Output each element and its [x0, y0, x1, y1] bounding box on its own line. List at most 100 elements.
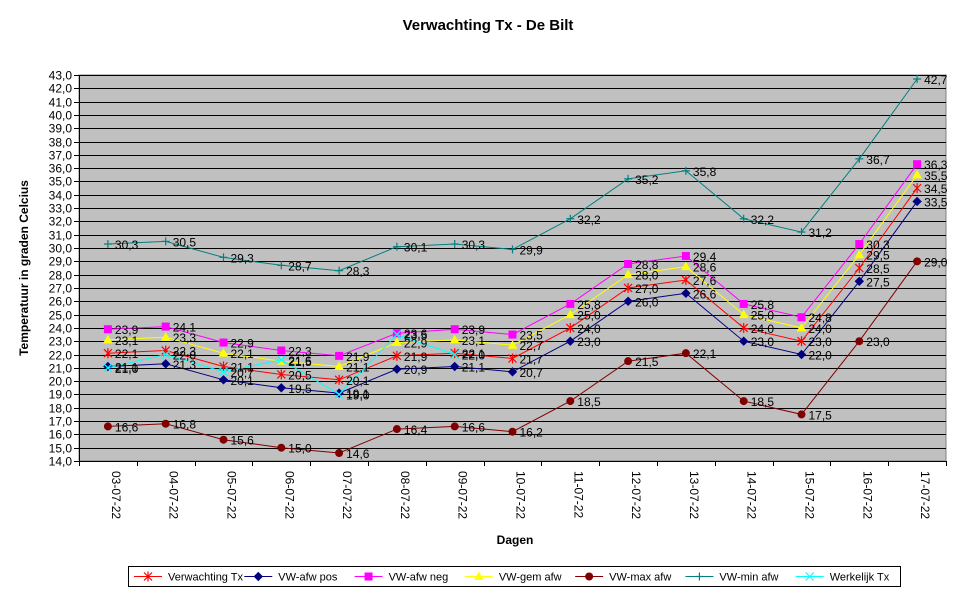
data-point	[450, 240, 459, 249]
data-point	[624, 357, 633, 366]
data-label: 21,1	[346, 360, 370, 374]
data-point	[566, 299, 575, 308]
data-point	[797, 336, 806, 347]
data-point	[739, 397, 748, 406]
data-point	[508, 353, 517, 364]
data-point	[739, 322, 749, 333]
data-point	[738, 336, 749, 346]
data-point	[161, 419, 170, 428]
data-label: 30,3	[462, 238, 486, 252]
data-label: 24,0	[577, 322, 601, 336]
legend-marker	[473, 571, 484, 580]
data-label: 21,0	[115, 362, 139, 376]
y-tick-label: 41,0	[49, 96, 73, 110]
y-tick-label: 26,0	[49, 295, 73, 309]
data-label: 32,2	[751, 213, 775, 227]
plot-background	[78, 74, 947, 462]
data-label: 23,5	[520, 329, 544, 343]
data-point	[508, 330, 517, 339]
legend-item: VW-gem afw	[464, 571, 562, 584]
x-tick-label: 03-07-22	[109, 471, 123, 519]
x-tick-label: 06-07-22	[282, 471, 296, 519]
data-label: 23,3	[173, 331, 197, 345]
legend-marker	[585, 572, 594, 581]
data-point	[623, 282, 633, 293]
data-point	[913, 257, 922, 266]
legend-item: VW-max afw	[575, 572, 671, 584]
data-label: 24,8	[809, 311, 833, 325]
x-tick-label: 10-07-22	[514, 471, 528, 519]
data-point	[450, 348, 460, 359]
data-point	[449, 334, 460, 344]
series-6	[103, 330, 460, 399]
data-point	[334, 361, 344, 370]
series-4	[103, 257, 922, 458]
legend-label: VW-min afw	[719, 572, 778, 584]
data-label: 22,7	[520, 339, 544, 353]
data-point	[392, 242, 401, 251]
data-label: 23,1	[462, 334, 486, 348]
data-label: 30,1	[404, 241, 428, 255]
data-label: 28,3	[346, 265, 370, 279]
data-label: 29,4	[693, 250, 717, 264]
y-tick-label: 22,0	[49, 349, 73, 363]
data-point	[738, 309, 749, 319]
data-label: 29,5	[866, 249, 890, 263]
data-label: 23,0	[751, 335, 775, 349]
legend-item: VW-min afw	[685, 572, 779, 584]
data-label: 34,5	[924, 182, 948, 196]
data-label: 21,3	[173, 358, 197, 372]
data-point	[103, 422, 112, 431]
data-label: 22,3	[288, 345, 312, 359]
data-label: 27,6	[693, 274, 717, 288]
data-label: 30,3	[115, 238, 139, 252]
legend-box	[128, 566, 901, 587]
data-point	[566, 397, 575, 406]
data-point	[796, 322, 807, 332]
data-label: 25,8	[577, 298, 601, 312]
data-point	[161, 237, 170, 246]
data-point	[335, 266, 344, 275]
data-point	[624, 260, 633, 269]
y-tick-label: 43,0	[49, 69, 73, 83]
data-label: 21,9	[346, 350, 370, 364]
y-tick-label: 29,0	[49, 255, 73, 269]
data-label: 29,9	[520, 243, 544, 257]
y-tick-label: 25,0	[49, 309, 73, 323]
data-label: 25,8	[751, 298, 775, 312]
data-point	[623, 269, 633, 279]
data-label: 30,5	[173, 235, 197, 249]
data-label: 23,6	[404, 327, 428, 341]
data-label: 17,5	[809, 408, 833, 422]
data-label: 14,6	[346, 447, 370, 461]
y-tick-label: 24,0	[49, 322, 73, 336]
y-tick-label: 17,0	[49, 415, 73, 429]
data-label: 42,7	[924, 73, 948, 87]
legend-item: Werkelijk Tx	[795, 572, 890, 584]
y-tick-label: 40,0	[49, 109, 73, 123]
data-label: 22,1	[231, 347, 255, 361]
data-point	[103, 325, 112, 334]
data-point	[160, 359, 171, 369]
data-point	[797, 410, 806, 419]
data-label: 20,1	[231, 374, 255, 388]
x-tick-label: 07-07-22	[340, 471, 354, 519]
legend-label: VW-max afw	[609, 572, 671, 584]
x-tick-label: 05-07-22	[225, 471, 239, 519]
x-tick-label: 17-07-22	[918, 471, 932, 519]
data-point	[103, 348, 113, 359]
y-tick-label: 19,0	[49, 388, 73, 402]
data-point	[392, 364, 402, 374]
legend: Verwachting Tx VW-afw pos VW-afw neg VW-gem…	[128, 566, 901, 587]
data-point	[854, 263, 864, 273]
data-point	[739, 214, 748, 223]
data-label: 16,2	[520, 426, 544, 440]
data-point	[566, 214, 575, 223]
legend-label: Verwachting Tx	[168, 572, 244, 584]
data-point	[334, 390, 344, 399]
data-label: 27,5	[866, 275, 890, 289]
data-point	[623, 296, 633, 306]
x-tick-label: 09-07-22	[456, 471, 470, 519]
data-point	[334, 374, 344, 385]
